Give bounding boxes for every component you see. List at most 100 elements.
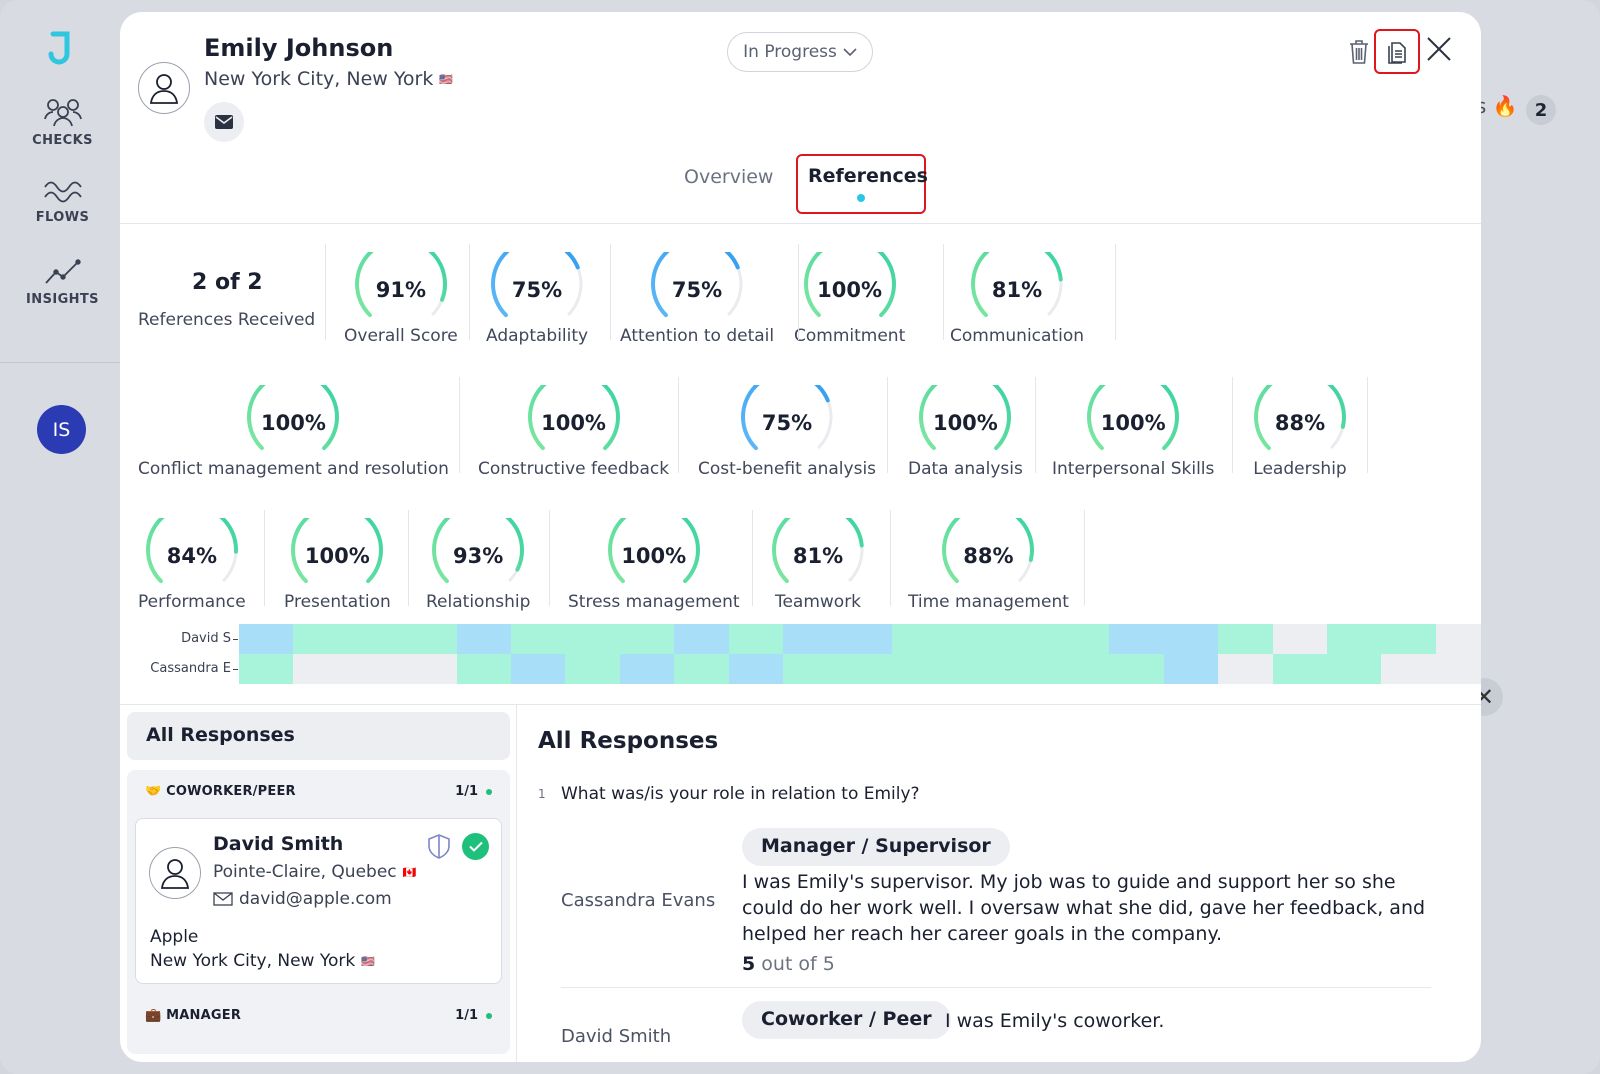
close-icon[interactable] [1426, 36, 1452, 62]
gauge-arc [491, 252, 584, 318]
score-gauge: 81% Communication [950, 252, 1084, 346]
status-dropdown[interactable]: In Progress [727, 32, 873, 72]
heatmap-cell [511, 624, 566, 654]
heatmap-cell [1163, 654, 1219, 684]
heatmap-cell [1218, 654, 1274, 684]
respondent-name: David Smith [561, 1026, 672, 1047]
report-button[interactable] [1374, 29, 1420, 74]
tab-references-highlight [796, 154, 926, 214]
divider [1115, 244, 1116, 340]
sidebar-item-flows[interactable]: FLOWS [0, 178, 125, 225]
divider [459, 377, 460, 473]
mail-icon [215, 115, 233, 129]
us-flag-icon: 🇺🇸 [439, 73, 454, 86]
group-count: 1/1 [455, 784, 492, 799]
heatmap-cell [674, 654, 730, 684]
group-label-text: MANAGER [166, 1008, 242, 1023]
sidebar-item-insights[interactable]: INSIGHTS [0, 258, 125, 307]
heatmap-cell [783, 654, 838, 684]
gauge-arc [772, 518, 864, 584]
users-icon [43, 99, 82, 127]
tab-references[interactable]: References [808, 165, 928, 187]
gauge-ring: 75% [487, 252, 587, 318]
score-percent: 100% [621, 544, 687, 568]
sidebar-item-label: CHECKS [32, 133, 93, 148]
trash-icon[interactable] [1348, 39, 1370, 65]
sidebar-item-label: FLOWS [35, 210, 90, 225]
app-logo [48, 31, 70, 65]
reference-location: Pointe-Claire, Quebec 🇨🇦 [213, 862, 416, 882]
divider [325, 244, 326, 340]
gauge-ring: 81% [768, 518, 868, 584]
group-count-text: 1/1 [455, 784, 478, 799]
heatmap-cell [1435, 654, 1481, 684]
user-avatar[interactable]: IS [37, 405, 86, 454]
responses-title: All Responses [538, 728, 719, 754]
score-label: Data analysis [908, 459, 1023, 479]
gauge-arc [741, 385, 833, 451]
gauge-arc [607, 518, 700, 584]
gauge-ring: 88% [938, 518, 1038, 584]
heatmap-cell [347, 654, 403, 684]
background-panel [1460, 0, 1600, 1074]
references-received-count: 2 of 2 [192, 270, 263, 295]
gauge-ring: 100% [1083, 385, 1183, 451]
heatmap-cell [239, 624, 294, 654]
heatmap-row-label: David S [181, 631, 231, 646]
heatmap-cell [891, 624, 947, 654]
score-label: Overall Score [344, 326, 458, 346]
score-gauge: 88% Time management [908, 518, 1069, 612]
divider [549, 510, 550, 606]
score-gauge: 75% Attention to detail [620, 252, 774, 346]
score-label: Relationship [426, 592, 531, 612]
respondent-name: Cassandra Evans [561, 890, 716, 911]
status-dot [486, 788, 492, 795]
score-percent: 100% [932, 411, 998, 435]
question-number: 1 [538, 787, 546, 801]
reference-email[interactable]: david@apple.com [213, 889, 392, 909]
heatmap-cell [565, 654, 621, 684]
reference-name: David Smith [213, 833, 344, 855]
heatmap-cell [946, 624, 1002, 654]
score-percent: 88% [1274, 411, 1326, 435]
shield-icon[interactable] [427, 833, 451, 859]
heatmap-cell [1218, 624, 1274, 654]
score-value: 5 [742, 953, 756, 975]
email-button[interactable] [204, 102, 244, 142]
status-value: In Progress [743, 42, 837, 62]
section-divider [120, 704, 1481, 705]
group-manager[interactable]: 💼 MANAGER 1/1 [127, 994, 510, 1054]
all-responses-filter[interactable]: All Responses [127, 712, 510, 760]
role-pill: Coworker / Peer [742, 1001, 951, 1039]
score-gauge: 88% Leadership [1250, 385, 1350, 479]
reference-email-text: david@apple.com [239, 889, 392, 909]
score-label: Cost-benefit analysis [698, 459, 877, 479]
gauge-arc [354, 252, 447, 318]
score-gauge: 100% Stress management [568, 518, 740, 612]
score-percent: 81% [991, 278, 1043, 302]
heatmap-tick [233, 639, 238, 640]
gauge-arc [651, 252, 744, 318]
chevron-down-icon [843, 48, 857, 57]
heatmap-cell [728, 654, 784, 684]
sidebar-item-checks[interactable]: CHECKS [0, 97, 125, 148]
gauge-arc [527, 385, 620, 451]
score-percent: 84% [166, 544, 217, 568]
candidate-name: Emily Johnson [204, 34, 394, 62]
sidebar-item-label: INSIGHTS [26, 292, 99, 307]
divider [1035, 377, 1036, 473]
score-gauge: 100% Conflict management and resolution [138, 385, 449, 479]
score-label: Presentation [284, 592, 391, 612]
role-pill: Manager / Supervisor [742, 828, 1010, 866]
heatmap-cell [347, 624, 403, 654]
response-divider [561, 987, 1431, 988]
score-percent: 88% [963, 544, 1014, 568]
divider [798, 244, 799, 340]
reference-location-text: Pointe-Claire, Quebec [213, 862, 397, 882]
tab-overview[interactable]: Overview [684, 166, 774, 188]
reference-card[interactable]: David Smith Pointe-Claire, Quebec 🇨🇦 davi… [135, 818, 502, 984]
score-percent: 75% [671, 278, 723, 302]
mail-outline-icon [213, 892, 233, 906]
responses-sidebar [120, 705, 517, 1062]
divider [752, 510, 753, 606]
